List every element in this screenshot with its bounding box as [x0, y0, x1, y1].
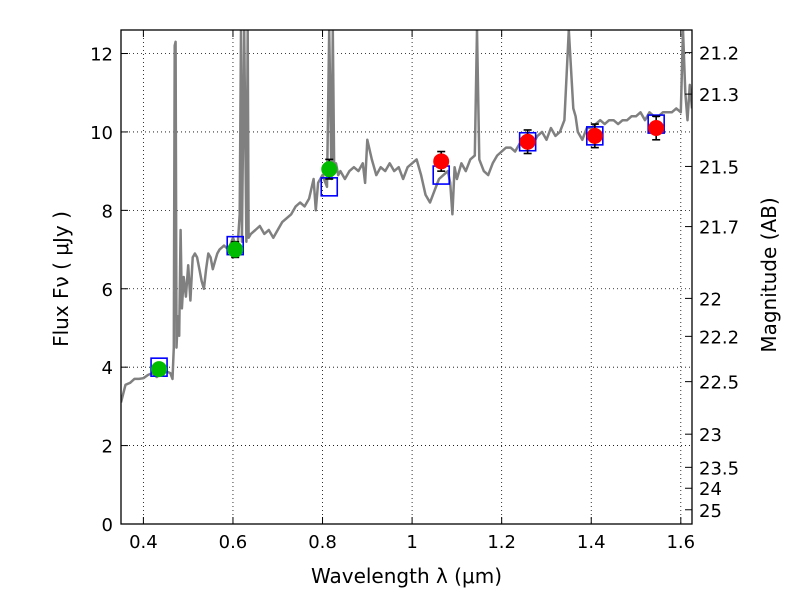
y-tick-label: 10: [90, 123, 113, 144]
x-tick-label: 1.4: [577, 532, 606, 553]
y2-tick-label: 22: [699, 289, 722, 310]
y-tick-label: 8: [102, 201, 113, 222]
photometry-point-layer: [151, 115, 665, 378]
x-tick-label: 0.6: [219, 532, 248, 553]
green-data-point: [227, 241, 244, 258]
y2-tick-label: 21.2: [699, 44, 739, 65]
red-data-point: [519, 133, 536, 150]
y2-tick-label: 21.7: [699, 218, 739, 239]
red-data-point: [433, 153, 450, 170]
y-tick-label: 2: [102, 437, 113, 458]
x-tick-label: 1: [406, 532, 417, 553]
y2-tick-label: 21.3: [699, 85, 739, 106]
y-tick-label: 4: [102, 358, 113, 379]
x-tick-label: 1.2: [487, 532, 516, 553]
y2-tick-label: 21.5: [699, 157, 739, 178]
x-tick-label: 1.6: [666, 532, 695, 553]
plot-frame: [120, 29, 693, 525]
y-tick-label: 12: [90, 45, 113, 66]
y-tick-label: 6: [102, 280, 113, 301]
x-tick-label: 0.4: [129, 532, 158, 553]
y2-tick-label: 24: [699, 479, 722, 500]
x-axis-label: Wavelength λ (μm): [311, 564, 502, 588]
red-data-point: [648, 120, 665, 137]
red-data-point: [586, 127, 603, 144]
y-tick-label: 0: [102, 515, 113, 536]
y-axis-label: Flux Fν ( μJy ): [49, 211, 73, 347]
y2-tick-label: 23.5: [699, 458, 739, 479]
y2-axis-label: Magnitude (AB): [757, 197, 781, 352]
spectrum-layer: [121, 30, 692, 403]
y2-tick-label: 22.5: [699, 373, 739, 394]
green-data-point: [321, 161, 338, 178]
green-data-point: [151, 361, 168, 378]
x-tick-label: 0.8: [308, 532, 337, 553]
spectrum-line: [121, 30, 692, 403]
y2-tick-label: 23: [699, 425, 722, 446]
y2-tick-label: 22.2: [699, 327, 739, 348]
y2-tick-label: 25: [699, 501, 722, 522]
